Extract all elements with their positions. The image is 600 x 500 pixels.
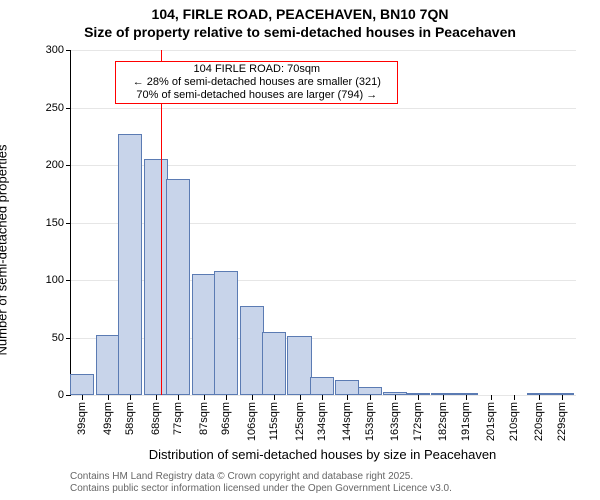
- xtick-label: 68sqm: [150, 402, 162, 435]
- xtick-label: 220sqm: [533, 402, 545, 441]
- xtick: [82, 395, 83, 400]
- xtick: [252, 395, 253, 400]
- xtick: [466, 395, 467, 400]
- histogram-bar: [118, 134, 142, 395]
- y-axis-label-text: Number of semi-detached properties: [0, 145, 10, 356]
- xtick: [300, 395, 301, 400]
- xtick-label: 115sqm: [268, 402, 280, 440]
- xtick: [491, 395, 492, 400]
- histogram-bar: [262, 332, 286, 395]
- histogram-bar: [96, 335, 120, 395]
- xtick-label: 49sqm: [102, 402, 114, 435]
- histogram-bar: [192, 274, 216, 395]
- histogram-bar: [287, 336, 311, 395]
- ytick: [66, 338, 71, 339]
- xtick: [274, 395, 275, 400]
- xtick-label: 153sqm: [364, 402, 376, 441]
- histogram-bar: [240, 306, 264, 395]
- xtick: [322, 395, 323, 400]
- xtick: [539, 395, 540, 400]
- xtick: [418, 395, 419, 400]
- ytick: [66, 395, 71, 396]
- xtick: [226, 395, 227, 400]
- xtick-label: 106sqm: [246, 402, 258, 441]
- xtick-label: 144sqm: [341, 402, 353, 441]
- xtick-label: 201sqm: [485, 402, 497, 441]
- xtick-label: 58sqm: [124, 402, 136, 435]
- xtick: [347, 395, 348, 400]
- plot-area: 05010015020025030039sqm49sqm58sqm68sqm77…: [70, 50, 576, 396]
- chart-title-line2: Size of property relative to semi-detach…: [0, 24, 600, 40]
- xtick-label: 77sqm: [172, 402, 184, 435]
- xtick-label: 96sqm: [220, 402, 232, 435]
- ytick-label: 250: [46, 102, 64, 114]
- footer-attribution: Contains HM Land Registry data © Crown c…: [70, 471, 452, 495]
- ytick-label: 100: [46, 274, 64, 286]
- ytick: [66, 165, 71, 166]
- ytick-label: 50: [52, 332, 64, 344]
- histogram-bar: [214, 271, 238, 395]
- histogram-bar: [310, 377, 334, 395]
- gridline-h: [71, 50, 576, 51]
- xtick: [108, 395, 109, 400]
- xtick-label: 229sqm: [556, 402, 568, 441]
- ytick: [66, 223, 71, 224]
- xtick: [178, 395, 179, 400]
- y-axis-label: Number of semi-detached properties: [0, 39, 10, 250]
- xtick: [514, 395, 515, 400]
- histogram-bar: [166, 179, 190, 395]
- gridline-h: [71, 108, 576, 109]
- xtick-label: 163sqm: [389, 402, 401, 441]
- footer-line2: Contains public sector information licen…: [70, 483, 452, 495]
- histogram-bar: [335, 380, 359, 395]
- histogram-bar: [70, 374, 94, 395]
- chart-title-line1: 104, FIRLE ROAD, PEACEHAVEN, BN10 7QN: [0, 6, 600, 22]
- xtick-label: 125sqm: [294, 402, 306, 441]
- xtick: [562, 395, 563, 400]
- xtick: [130, 395, 131, 400]
- xtick-label: 172sqm: [412, 402, 424, 441]
- ytick-label: 200: [46, 159, 64, 171]
- xtick: [443, 395, 444, 400]
- xtick: [156, 395, 157, 400]
- gridline-h: [71, 395, 576, 396]
- annotation-line1: 104 FIRLE ROAD: 70sqm: [120, 63, 393, 76]
- ytick-label: 150: [46, 217, 64, 229]
- ytick-label: 300: [46, 44, 64, 56]
- footer-line1: Contains HM Land Registry data © Crown c…: [70, 471, 452, 483]
- ytick-label: 0: [58, 389, 64, 401]
- ytick: [66, 280, 71, 281]
- histogram-bar: [358, 387, 382, 395]
- xtick-label: 39sqm: [76, 402, 88, 435]
- annotation-box: 104 FIRLE ROAD: 70sqm← 28% of semi-detac…: [115, 61, 398, 104]
- x-axis-label: Distribution of semi-detached houses by …: [70, 447, 575, 462]
- xtick-label: 182sqm: [437, 402, 449, 441]
- xtick: [395, 395, 396, 400]
- ytick: [66, 108, 71, 109]
- histogram-bar: [144, 159, 168, 395]
- xtick: [204, 395, 205, 400]
- xtick: [370, 395, 371, 400]
- annotation-line3: 70% of semi-detached houses are larger (…: [120, 89, 393, 102]
- xtick-label: 210sqm: [508, 402, 520, 441]
- xtick-label: 134sqm: [316, 402, 328, 441]
- xtick-label: 191sqm: [460, 402, 472, 441]
- xtick-label: 87sqm: [198, 402, 210, 435]
- ytick: [66, 50, 71, 51]
- chart-container: 104, FIRLE ROAD, PEACEHAVEN, BN10 7QN Si…: [0, 0, 600, 500]
- annotation-line2: ← 28% of semi-detached houses are smalle…: [120, 76, 393, 89]
